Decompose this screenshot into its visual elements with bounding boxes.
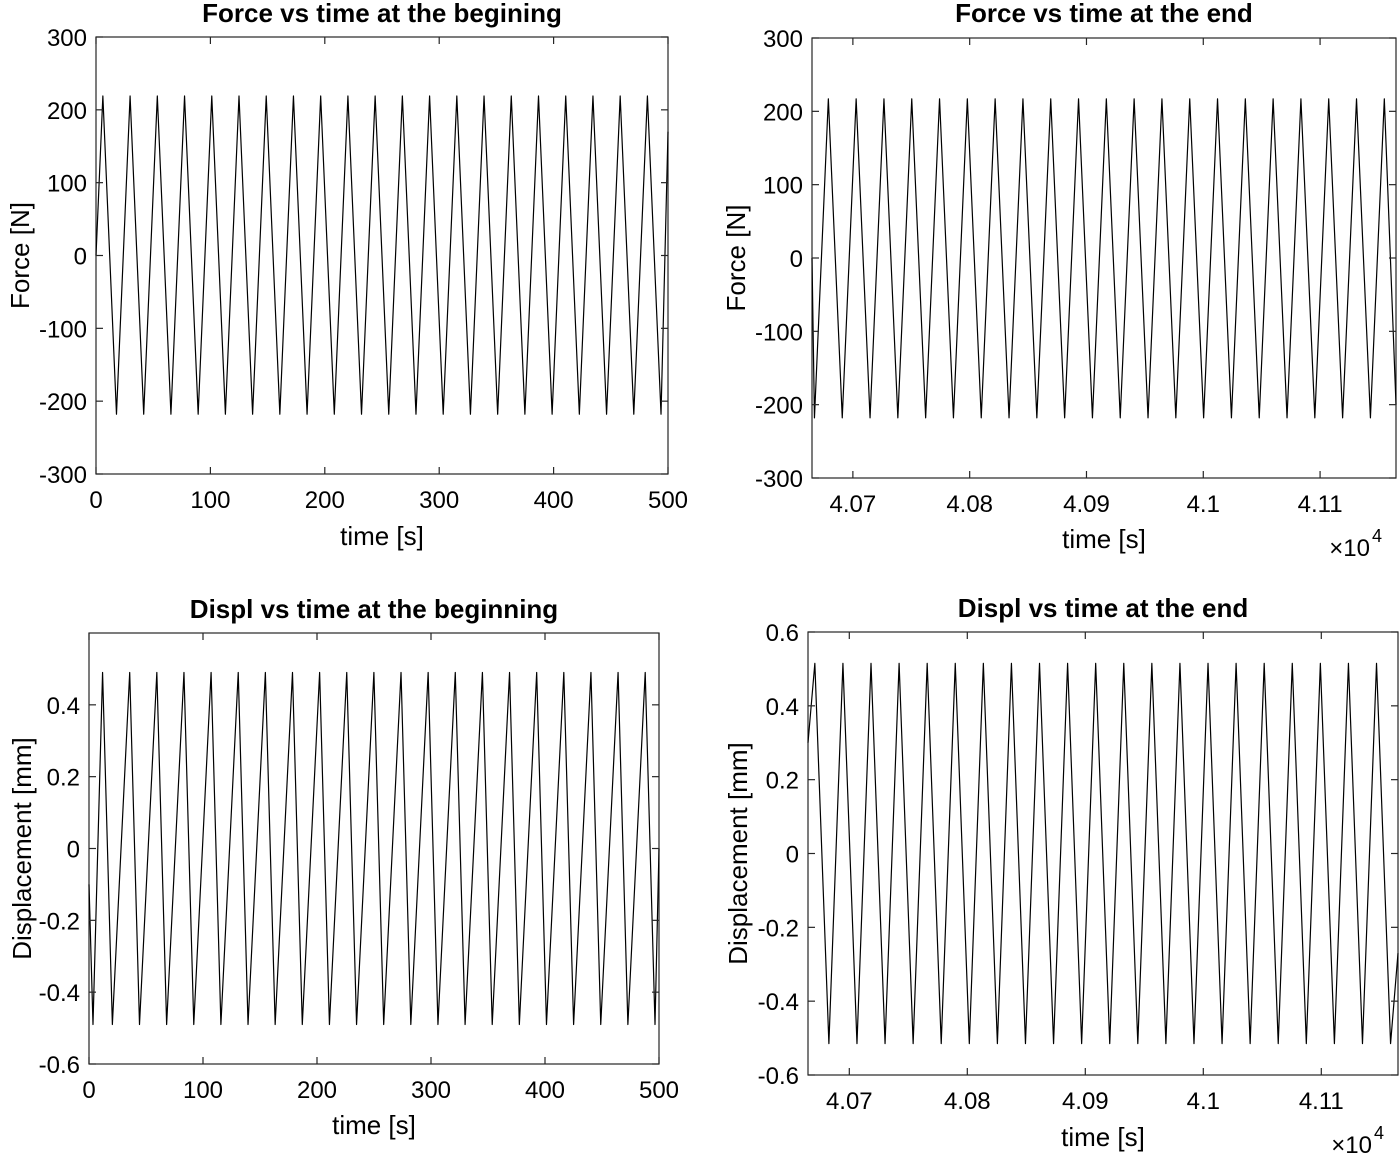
x-tick-label: 200 bbox=[305, 487, 345, 514]
chart-title: Force vs time at the begining bbox=[202, 0, 562, 28]
y-tick-label: 200 bbox=[47, 98, 87, 125]
y-tick-label: 100 bbox=[763, 173, 803, 200]
y-tick-label: 0.4 bbox=[766, 694, 799, 721]
x-tick-label: 4.09 bbox=[1063, 491, 1110, 518]
x-tick-label: 0 bbox=[89, 487, 102, 514]
x-tick-label: 500 bbox=[639, 1077, 679, 1104]
y-axis-label: Displacement [mm] bbox=[723, 742, 753, 965]
y-tick-label: 0 bbox=[74, 244, 87, 271]
force-end-panel: Force vs time at the end time [s] Force … bbox=[721, 0, 1397, 562]
y-tick-label: 300 bbox=[763, 26, 803, 53]
x-tick-label: 4.11 bbox=[1299, 1088, 1344, 1115]
series-line bbox=[807, 662, 1399, 1045]
displ-end-panel: Displ vs time at the end time [s] Displa… bbox=[723, 593, 1399, 1154]
x-axis-label: time [s] bbox=[332, 1110, 416, 1140]
x-tick-label: 4.1 bbox=[1187, 1088, 1220, 1115]
axes-frame bbox=[811, 37, 1397, 479]
x-tick-label: 300 bbox=[411, 1077, 451, 1104]
x-tick-label: 4.07 bbox=[826, 1088, 873, 1115]
x-tick-label: 4.11 bbox=[1298, 491, 1343, 518]
x-exponent-power: 4 bbox=[1374, 1123, 1384, 1143]
y-tick-label: 0 bbox=[790, 246, 803, 273]
x-tick-label: 200 bbox=[297, 1077, 337, 1104]
y-tick-label: -100 bbox=[39, 316, 87, 343]
plot-area bbox=[807, 631, 1399, 1076]
plot-area bbox=[88, 632, 660, 1065]
x-tick-label: 400 bbox=[534, 487, 574, 514]
y-tick-label: -0.2 bbox=[39, 908, 80, 935]
y-tick-label: -100 bbox=[755, 319, 803, 346]
y-axis-label: Force [N] bbox=[721, 205, 751, 312]
plot-area bbox=[95, 36, 669, 475]
plot-area bbox=[811, 37, 1397, 479]
series-line bbox=[811, 98, 1397, 419]
y-tick-label: 0.4 bbox=[47, 693, 80, 720]
y-tick-label: -0.4 bbox=[39, 980, 80, 1007]
x-exponent-label: ×10 bbox=[1329, 535, 1370, 562]
y-tick-label: -0.2 bbox=[758, 915, 799, 942]
y-tick-label: 0 bbox=[786, 842, 799, 869]
series-line bbox=[95, 95, 669, 415]
x-tick-label: 4.09 bbox=[1062, 1088, 1109, 1115]
x-tick-label: 100 bbox=[190, 487, 230, 514]
x-axis-label: time [s] bbox=[340, 521, 424, 551]
x-axis-label: time [s] bbox=[1061, 1122, 1145, 1152]
x-tick-label: 4.07 bbox=[830, 491, 877, 518]
y-axis-label: Displacement [mm] bbox=[7, 737, 37, 960]
x-exponent-power: 4 bbox=[1372, 526, 1382, 546]
chart-title: Force vs time at the end bbox=[955, 0, 1253, 28]
y-tick-label: -200 bbox=[39, 389, 87, 416]
x-tick-label: 100 bbox=[183, 1077, 223, 1104]
x-tick-label: 300 bbox=[419, 487, 459, 514]
y-tick-label: -0.6 bbox=[39, 1052, 80, 1079]
axes-frame bbox=[88, 632, 660, 1065]
x-tick-label: 0 bbox=[82, 1077, 95, 1104]
y-tick-label: 200 bbox=[763, 99, 803, 126]
series-line bbox=[88, 671, 660, 1026]
chart-title: Displ vs time at the end bbox=[958, 593, 1248, 623]
y-axis-label: Force [N] bbox=[5, 202, 35, 309]
y-tick-label: 0 bbox=[67, 837, 80, 864]
x-tick-label: 400 bbox=[525, 1077, 565, 1104]
x-exponent-label: ×10 bbox=[1331, 1132, 1372, 1154]
y-tick-label: -300 bbox=[39, 462, 87, 489]
x-axis-label: time [s] bbox=[1062, 524, 1146, 554]
displ-begin-panel: Displ vs time at the beginning time [s] … bbox=[7, 594, 679, 1140]
y-tick-label: -200 bbox=[755, 393, 803, 420]
y-tick-label: -0.6 bbox=[758, 1063, 799, 1090]
x-tick-label: 4.08 bbox=[944, 1088, 991, 1115]
chart-title: Displ vs time at the beginning bbox=[190, 594, 558, 624]
y-tick-label: 100 bbox=[47, 171, 87, 198]
x-tick-label: 500 bbox=[648, 487, 688, 514]
x-tick-label: 4.1 bbox=[1187, 491, 1220, 518]
y-tick-label: 0.6 bbox=[766, 620, 799, 647]
force-begin-panel: Force vs time at the begining time [s] F… bbox=[5, 0, 688, 551]
y-tick-label: -300 bbox=[755, 466, 803, 493]
y-tick-label: 0.2 bbox=[766, 768, 799, 795]
x-tick-label: 4.08 bbox=[946, 491, 993, 518]
y-tick-label: 0.2 bbox=[47, 765, 80, 792]
y-tick-label: 300 bbox=[47, 25, 87, 52]
y-tick-label: -0.4 bbox=[758, 989, 799, 1016]
